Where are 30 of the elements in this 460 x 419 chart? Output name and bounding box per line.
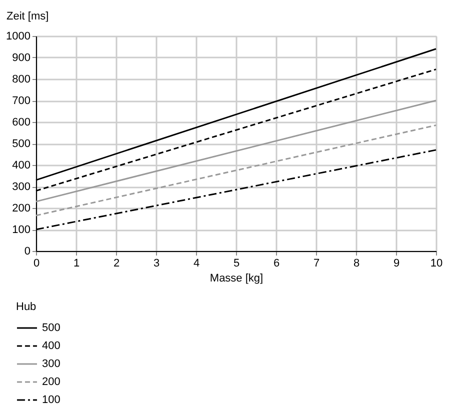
x-tick-label: 7 (313, 258, 320, 270)
x-tick-label: 1 (73, 258, 80, 270)
y-tick-label: 400 (12, 160, 30, 172)
y-tick-label: 1000 (6, 30, 30, 42)
x-tick-label: 2 (113, 258, 120, 270)
legend-label: 100 (42, 394, 60, 406)
y-tick-label: 100 (12, 224, 30, 236)
y-tick-label: 0 (24, 246, 30, 258)
y-tick-label: 900 (12, 52, 30, 64)
y-tick-label: 300 (12, 181, 30, 193)
x-tick-label: 10 (430, 258, 443, 270)
legend-label: 200 (42, 376, 60, 388)
y-tick-label: 200 (12, 202, 30, 214)
x-tick-label: 0 (33, 258, 40, 270)
y-tick-label: 600 (12, 116, 30, 128)
x-tick-label: 9 (393, 258, 400, 270)
x-tick-label: 6 (273, 258, 280, 270)
y-tick-label: 800 (12, 74, 30, 86)
legend-title: Hub (16, 301, 36, 313)
legend-label: 400 (42, 340, 60, 352)
x-tick-label: 8 (353, 258, 360, 270)
legend-label: 500 (42, 322, 60, 334)
legend-label: 300 (42, 358, 60, 370)
x-axis-title: Masse [kg] (210, 272, 264, 284)
x-tick-label: 4 (193, 258, 200, 270)
x-tick-label: 3 (153, 258, 160, 270)
y-axis-title: Zeit [ms] (6, 10, 49, 22)
y-tick-label: 700 (12, 95, 30, 107)
x-tick-label: 5 (233, 258, 240, 270)
y-tick-label: 500 (12, 138, 30, 150)
